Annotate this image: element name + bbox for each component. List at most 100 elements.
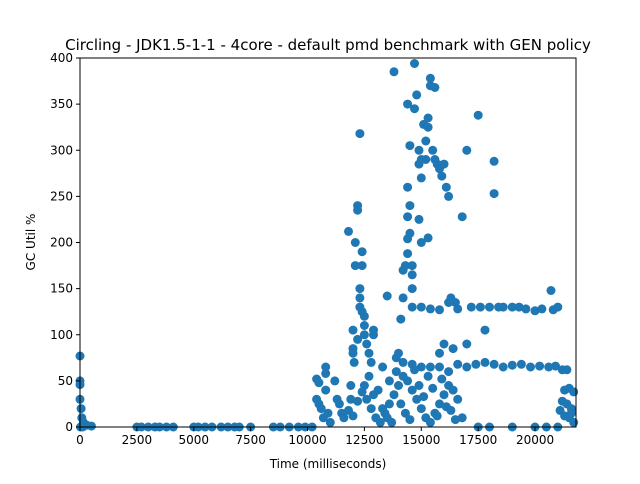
data-point — [396, 399, 406, 409]
data-point — [471, 359, 481, 369]
y-tick-label: 300 — [50, 143, 73, 157]
data-point — [535, 361, 545, 371]
data-point — [348, 325, 358, 335]
data-point — [414, 145, 424, 155]
data-point — [394, 381, 403, 390]
y-tick-label: 100 — [50, 328, 73, 342]
data-point — [416, 238, 426, 247]
data-point — [416, 302, 426, 312]
data-point — [423, 371, 433, 381]
data-point — [353, 205, 363, 215]
data-point — [498, 362, 508, 372]
data-point — [480, 357, 490, 367]
y-axis-label: GC Util % — [24, 214, 38, 271]
data-point — [453, 304, 463, 314]
y-tick-label: 250 — [50, 189, 73, 203]
data-point — [448, 344, 458, 354]
data-point — [321, 369, 331, 378]
x-tick-label: 2500 — [122, 433, 153, 447]
data-point — [435, 348, 444, 358]
data-point — [403, 182, 413, 192]
x-tick-label: 7500 — [235, 433, 266, 447]
y-tick-label: 400 — [50, 51, 73, 65]
data-point — [350, 261, 360, 271]
data-point — [457, 212, 467, 222]
x-tick-label: 12500 — [345, 433, 383, 447]
data-point — [425, 304, 435, 314]
data-point — [357, 387, 367, 397]
data-point — [405, 141, 415, 151]
data-point — [569, 417, 579, 427]
y-tick-label: 200 — [50, 236, 73, 250]
data-point — [359, 311, 369, 321]
data-point — [355, 293, 365, 303]
data-point — [384, 376, 394, 386]
data-point — [414, 214, 424, 224]
data-point — [569, 387, 579, 397]
data-point — [364, 371, 374, 381]
data-point — [314, 378, 324, 388]
x-tick-label: 10000 — [288, 433, 326, 447]
data-point — [346, 394, 356, 404]
data-point — [348, 411, 358, 421]
data-point — [76, 404, 86, 414]
data-point — [403, 212, 413, 222]
data-point — [432, 411, 442, 421]
data-point — [321, 385, 331, 395]
data-point — [444, 191, 454, 201]
data-point — [425, 362, 435, 372]
data-point — [489, 189, 499, 199]
data-point — [394, 348, 403, 358]
data-point — [562, 365, 572, 375]
data-point — [407, 385, 417, 395]
data-point — [444, 367, 454, 377]
data-point — [416, 173, 426, 183]
data-point — [437, 374, 447, 384]
data-point — [425, 73, 435, 83]
data-point — [357, 247, 367, 257]
data-point — [353, 334, 363, 344]
data-point — [346, 381, 356, 390]
y-tick-label: 0 — [65, 420, 73, 434]
data-point — [441, 182, 451, 192]
data-point — [423, 113, 433, 123]
data-point — [353, 396, 363, 406]
data-point — [384, 399, 394, 409]
data-point — [387, 417, 397, 427]
data-point — [407, 261, 417, 271]
data-point — [330, 376, 340, 386]
data-point — [435, 399, 444, 409]
data-point — [369, 330, 378, 340]
data-point — [566, 408, 576, 418]
data-point — [86, 421, 96, 431]
data-point — [507, 360, 517, 370]
data-point — [544, 362, 554, 372]
data-point — [453, 394, 463, 404]
data-point — [350, 238, 360, 247]
data-point — [398, 357, 408, 367]
data-point — [400, 408, 410, 418]
data-point — [557, 396, 567, 406]
data-point — [403, 249, 413, 259]
data-point — [514, 302, 524, 312]
data-point — [412, 90, 422, 100]
data-point — [348, 348, 358, 358]
data-point — [378, 362, 388, 372]
data-point — [405, 228, 415, 238]
data-point — [389, 67, 399, 77]
data-point — [473, 110, 483, 120]
data-point — [537, 304, 547, 314]
data-point — [437, 171, 447, 181]
data-point — [403, 376, 413, 386]
data-point — [366, 357, 376, 367]
data-point — [349, 357, 359, 367]
y-tick-label: 350 — [50, 97, 73, 111]
data-point — [407, 302, 417, 312]
x-tick-label: 0 — [76, 433, 84, 447]
data-point — [407, 270, 417, 280]
data-point — [516, 359, 526, 369]
data-point — [462, 145, 472, 155]
data-point — [489, 359, 499, 369]
data-point — [450, 415, 460, 425]
